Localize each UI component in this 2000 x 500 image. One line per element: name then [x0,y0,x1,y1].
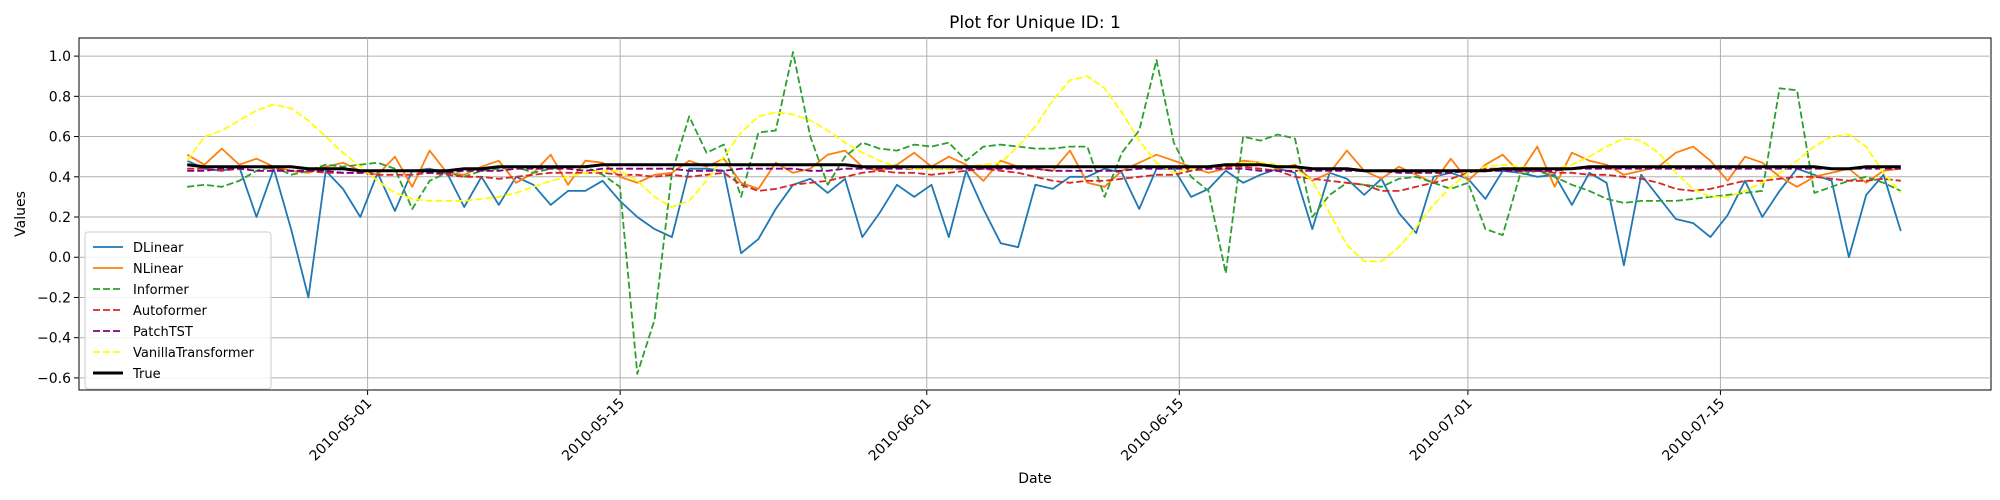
x-tick-label: 2010-06-15 [1118,396,1187,465]
series-line-informer [187,51,1902,375]
y-tick-label: 1.0 [49,49,71,65]
series-line-dlinear [186,159,1902,299]
legend-label: NLinear [133,262,184,277]
series-line-vanillatransformer [186,75,1902,263]
x-tick-label: 2010-07-01 [1407,396,1476,465]
legend-label: True [132,367,161,382]
x-axis: 2010-05-01 2010-05-15 2010-06-01 2010-06-15… [307,390,1728,465]
x-tick-label: 2010-05-15 [559,396,628,465]
y-tick-label: 0.0 [49,250,71,266]
series-line-autoformer [187,165,1901,192]
y-tick-label: −0.2 [37,290,71,306]
legend-label: Autoformer [133,304,207,319]
y-axis-title: Values [13,191,29,237]
x-tick-label: 2010-05-01 [307,396,376,465]
y-tick-label: 0.8 [49,89,71,105]
legend-label: VanillaTransformer [133,346,255,361]
chart-title: Plot for Unique ID: 1 [949,13,1121,33]
plot-area [78,37,1992,391]
x-tick-label: 2010-07-15 [1659,396,1728,465]
y-tick-label: −0.6 [37,371,71,387]
legend-label: PatchTST [133,325,193,340]
legend: DLinear NLinear Informer Autoformer PatchTST… [84,231,272,390]
x-tick-label: 2010-06-01 [866,396,935,465]
series-layer [186,51,1902,375]
legend-box [84,231,272,390]
y-tick-label: −0.4 [37,331,71,347]
y-tick-label: 0.6 [49,130,71,146]
x-axis-title: Date [1018,471,1051,487]
legend-label: DLinear [133,241,184,256]
series-line-patchtst [187,167,1901,174]
y-axis: −0.6 −0.4 −0.2 0.0 0.2 0.4 0.6 0.8 1.0 [37,49,79,387]
y-tick-label: 0.4 [49,170,71,186]
series-line-true [187,163,1901,173]
y-tick-label: 0.2 [49,210,71,226]
legend-label: Informer [133,283,189,298]
